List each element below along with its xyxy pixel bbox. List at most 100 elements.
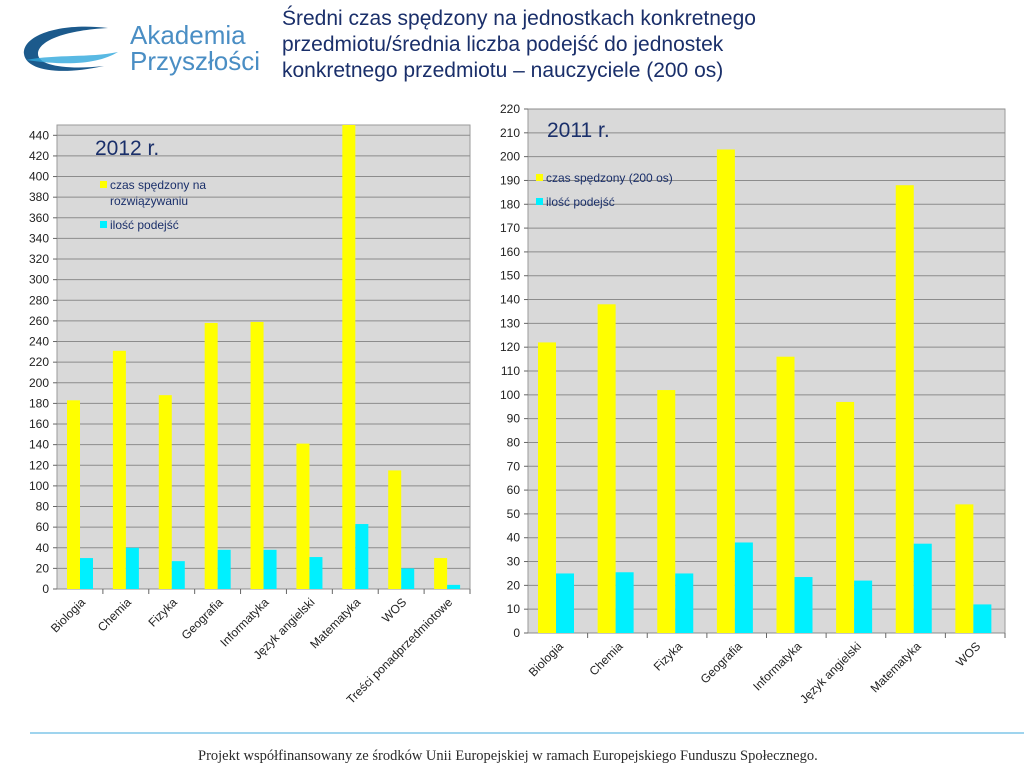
bar-time bbox=[776, 356, 795, 633]
y-tick-label: 380 bbox=[29, 190, 49, 204]
y-tick-label: 100 bbox=[29, 479, 49, 493]
footer-text: Projekt współfinansowany ze środków Unii… bbox=[198, 748, 818, 764]
y-tick-label: 210 bbox=[500, 126, 520, 140]
legend-label: ilość podejść bbox=[110, 218, 179, 232]
bar-attempts bbox=[309, 557, 323, 589]
bar-time bbox=[296, 443, 310, 589]
y-tick-label: 300 bbox=[29, 273, 49, 287]
y-tick-label: 110 bbox=[501, 364, 520, 378]
bar-time bbox=[836, 401, 855, 633]
logo-line1: Akademia bbox=[130, 20, 246, 50]
bar-time bbox=[342, 125, 356, 589]
logo-line2: Przyszłości bbox=[130, 46, 260, 76]
bar-attempts bbox=[80, 558, 93, 589]
x-tick-label: WOS bbox=[953, 639, 983, 669]
bar-attempts bbox=[447, 584, 461, 589]
bar-time bbox=[597, 304, 616, 633]
x-tick-label: Chemia bbox=[586, 639, 625, 678]
legend-swatch bbox=[100, 221, 107, 228]
y-tick-label: 280 bbox=[29, 293, 49, 307]
y-tick-label: 200 bbox=[29, 376, 49, 390]
legend-label: rozwiązywaniu bbox=[110, 194, 188, 208]
plot-area bbox=[527, 108, 1006, 634]
bar-attempts bbox=[615, 572, 634, 633]
bar-attempts bbox=[125, 547, 139, 589]
y-tick-label: 60 bbox=[507, 483, 521, 497]
bar-attempts bbox=[675, 573, 694, 633]
bar-attempts bbox=[263, 549, 277, 589]
bar-time bbox=[158, 395, 172, 589]
y-tick-label: 220 bbox=[500, 102, 520, 116]
y-tick-label: 240 bbox=[29, 335, 49, 349]
y-tick-label: 70 bbox=[507, 459, 521, 473]
legend-swatch bbox=[100, 181, 107, 188]
y-tick-label: 30 bbox=[507, 555, 521, 569]
x-tick-label: Fizyka bbox=[145, 595, 180, 630]
x-tick-label: Geografia bbox=[698, 639, 745, 686]
x-tick-label: WOS bbox=[379, 595, 409, 625]
logo-swoosh-icon bbox=[23, 26, 108, 71]
y-tick-label: 400 bbox=[29, 170, 49, 184]
bar-attempts bbox=[794, 577, 813, 633]
y-tick-label: 40 bbox=[507, 531, 521, 545]
y-tick-label: 80 bbox=[36, 500, 50, 514]
x-tick-label: Biologia bbox=[526, 639, 566, 679]
y-tick-label: 440 bbox=[29, 128, 49, 142]
legend-label: ilość podejść bbox=[546, 195, 615, 209]
y-tick-label: 120 bbox=[29, 458, 49, 472]
legend-swatch bbox=[536, 198, 543, 205]
bar-time bbox=[112, 350, 126, 589]
y-tick-label: 180 bbox=[29, 396, 49, 410]
y-tick-label: 0 bbox=[513, 626, 520, 640]
bar-time bbox=[955, 504, 974, 633]
bar-time bbox=[388, 470, 402, 589]
y-tick-label: 20 bbox=[507, 578, 521, 592]
y-tick-label: 100 bbox=[500, 388, 520, 402]
bar-time bbox=[716, 149, 735, 633]
y-tick-label: 360 bbox=[29, 211, 49, 225]
slide-title: Średni czas spędzony na jednostkach konk… bbox=[282, 7, 756, 82]
y-tick-label: 40 bbox=[36, 541, 50, 555]
bar-attempts bbox=[401, 568, 415, 589]
legend-swatch bbox=[536, 174, 543, 181]
bar-time bbox=[538, 342, 556, 633]
y-tick-label: 260 bbox=[29, 314, 49, 328]
y-tick-label: 0 bbox=[42, 582, 49, 596]
bar-time bbox=[895, 185, 914, 633]
bar-attempts bbox=[355, 524, 369, 589]
chart-2012: 0 20 40 60 80 100 120 140 160 180 200 220 240 260 280 3… bbox=[29, 124, 471, 707]
y-tick-label: 140 bbox=[29, 438, 49, 452]
y-tick-label: 10 bbox=[507, 602, 521, 616]
x-tick-label: Chemia bbox=[95, 595, 134, 634]
bar-attempts bbox=[217, 549, 231, 589]
bar-attempts bbox=[171, 561, 185, 589]
y-tick-label: 80 bbox=[507, 435, 521, 449]
x-tick-label: Biologia bbox=[48, 595, 88, 635]
bar-attempts bbox=[556, 573, 574, 633]
chart-title: 2012 r. bbox=[95, 137, 159, 160]
chart-title: 2011 r. bbox=[547, 119, 610, 142]
y-tick-label: 20 bbox=[36, 561, 50, 575]
y-tick-label: 320 bbox=[29, 252, 49, 266]
y-tick-label: 200 bbox=[500, 150, 520, 164]
y-tick-label: 340 bbox=[29, 231, 49, 245]
bar-time bbox=[434, 558, 448, 589]
bar-time bbox=[657, 390, 676, 633]
bar-time bbox=[67, 400, 80, 589]
x-tick-label: Geografia bbox=[179, 595, 226, 642]
logo: Akademia Przyszłości bbox=[23, 20, 260, 76]
y-tick-label: 220 bbox=[29, 355, 49, 369]
x-tick-label: Informatyka bbox=[750, 639, 804, 693]
bar-attempts bbox=[973, 604, 992, 633]
y-tick-label: 140 bbox=[500, 293, 520, 307]
legend-label: czas spędzony (200 os) bbox=[546, 171, 673, 185]
y-tick-label: 120 bbox=[500, 340, 520, 354]
y-tick-label: 150 bbox=[500, 269, 520, 283]
y-tick-label: 180 bbox=[500, 197, 520, 211]
y-tick-label: 160 bbox=[500, 245, 520, 259]
y-tick-label: 130 bbox=[500, 316, 520, 330]
y-tick-label: 60 bbox=[36, 520, 50, 534]
x-tick-label: Fizyka bbox=[651, 639, 686, 674]
x-tick-label: Język angielski bbox=[797, 639, 864, 706]
bar-time bbox=[250, 321, 264, 589]
